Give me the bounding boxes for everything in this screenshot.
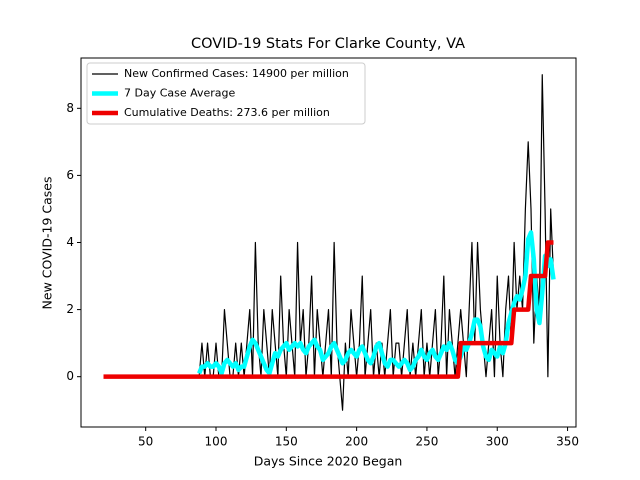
legend-label: 7 Day Case Average — [124, 87, 236, 100]
x-axis-label: Days Since 2020 Began — [254, 454, 403, 469]
x-tick-label: 50 — [138, 435, 153, 449]
x-tick-label: 350 — [556, 435, 579, 449]
legend: New Confirmed Cases: 14900 per million 7 … — [86, 62, 366, 125]
legend-label: Cumulative Deaths: 273.6 per million — [124, 106, 330, 119]
legend-box — [86, 62, 366, 125]
y-axis-label: New COVID-19 Cases — [40, 177, 55, 310]
legend-label: New Confirmed Cases: 14900 per million — [124, 67, 349, 80]
chart-title: COVID-19 Stats For Clarke County, VA — [191, 36, 465, 52]
x-tick-label: 100 — [205, 435, 228, 449]
y-tick-label: 0 — [66, 369, 74, 383]
y-tick-label: 4 — [66, 235, 74, 249]
series-line — [103, 240, 554, 379]
y-tick-label: 8 — [66, 101, 74, 115]
series-line — [103, 74, 555, 411]
axes-frame — [80, 57, 577, 428]
x-tick-label: 300 — [486, 435, 509, 449]
x-tick-label: 200 — [345, 435, 368, 449]
y-tick-label: 6 — [66, 168, 74, 182]
plot-area: 50 100 150 200 250 300 350 0 2 4 6 8 New Confirmed C… — [66, 57, 579, 449]
y-tick-label: 2 — [66, 302, 74, 316]
x-tick-label: 150 — [275, 435, 298, 449]
series-line — [197, 230, 556, 376]
x-tick-label: 250 — [415, 435, 438, 449]
